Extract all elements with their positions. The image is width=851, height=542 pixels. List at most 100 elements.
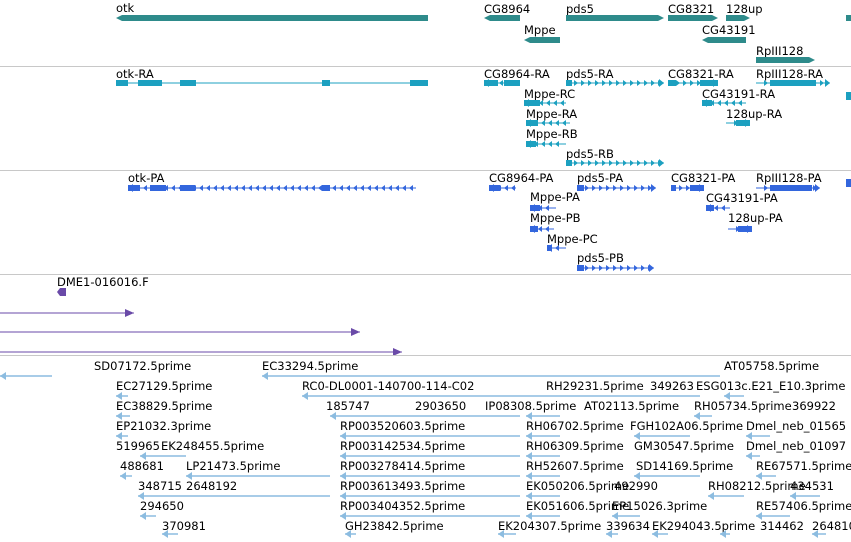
est-glyph[interactable] — [162, 530, 178, 538]
gene-label-mppe[interactable]: Mppe — [524, 23, 556, 37]
est-label[interactable]: FGH102A06.5prime — [630, 419, 744, 433]
est-label[interactable]: RP003278414.5prime — [340, 459, 466, 473]
protein-label-pds5-pb[interactable]: pds5-PB — [577, 251, 624, 265]
est-glyph[interactable] — [720, 530, 730, 538]
protein-otk-pa-glyph[interactable] — [128, 183, 416, 193]
est-label[interactable]: RP003613493.5prime — [340, 479, 466, 493]
est-glyph[interactable] — [0, 372, 52, 380]
gene-mppe-glyph[interactable] — [524, 37, 560, 43]
protein-label-128up-pa[interactable]: 128up-PA — [728, 211, 783, 225]
cdna-clone-label[interactable]: DME1-016016.F — [57, 275, 149, 289]
est-label[interactable]: RP003520603.5prime — [340, 419, 466, 433]
est-glyph[interactable] — [612, 512, 640, 520]
gene-label-rpiii128[interactable]: RpIII128 — [756, 44, 804, 58]
est-label[interactable]: EC33294.5prime — [262, 359, 359, 373]
transcript-label-cg43191-ra[interactable]: CG43191-RA — [702, 87, 776, 101]
transcript-label-128up-ra[interactable]: 128up-RA — [726, 107, 783, 121]
est-glyph[interactable] — [526, 492, 560, 500]
est-glyph[interactable] — [526, 432, 560, 440]
est-glyph[interactable] — [526, 512, 560, 520]
transcript-cg43191-ra-glyph[interactable] — [702, 98, 746, 108]
est-label[interactable]: IP08308.5prime — [485, 399, 577, 413]
transcript-label-rpiii128-ra[interactable]: RpIII128-RA — [756, 67, 823, 81]
gene-label-otk[interactable]: otk — [116, 1, 135, 15]
protein-pds5-pa-glyph[interactable] — [577, 183, 656, 193]
gene-rpiii128-glyph[interactable] — [756, 57, 815, 63]
est-glyph[interactable] — [330, 412, 520, 420]
est-glyph[interactable] — [340, 512, 520, 520]
protein-label-cg43191-pa[interactable]: CG43191-PA — [706, 191, 778, 205]
protein-mppe-pc-glyph[interactable] — [547, 243, 566, 253]
est-label[interactable]: RE67571.5prime — [756, 459, 851, 473]
protein-label-mppe-pb[interactable]: Mppe-PB — [530, 211, 581, 225]
est-label[interactable]: EP21032.3prime — [116, 419, 212, 433]
est-glyph[interactable] — [812, 530, 826, 538]
est-label[interactable]: SD07172.5prime — [94, 359, 192, 373]
est-glyph[interactable] — [756, 472, 776, 480]
protein-rpiii128-pa-glyph[interactable] — [756, 183, 820, 193]
protein-label-pds5-pa[interactable]: pds5-PA — [577, 171, 624, 185]
est-label[interactable]: 348715 — [138, 479, 182, 493]
est-glyph[interactable] — [746, 452, 760, 460]
est-glyph[interactable] — [140, 452, 186, 460]
128up-gene-label[interactable]: 128up — [726, 2, 763, 16]
128up-gene-glyph[interactable] — [726, 15, 750, 21]
transcript-mppe-rc-glyph[interactable] — [524, 98, 566, 108]
protein-mppe-pb-glyph[interactable] — [530, 224, 554, 234]
est-label[interactable]: 370981 — [162, 519, 206, 533]
est-glyph[interactable] — [724, 392, 744, 400]
est-label[interactable]: EC38829.5prime — [116, 399, 213, 413]
protein-cg8321-pa-glyph[interactable] — [671, 183, 704, 193]
est-label[interactable]: 339634 — [606, 519, 650, 533]
est-label[interactable]: ESG013c.E21_E10.3prime — [696, 379, 846, 393]
transcript-pds5-rb-glyph[interactable] — [566, 158, 664, 168]
est-label[interactable]: LP21473.5prime — [186, 459, 281, 473]
cdna-clone-glyph[interactable] — [0, 308, 134, 318]
est-glyph[interactable] — [756, 512, 790, 520]
est-label[interactable]: RH06309.5prime — [526, 439, 624, 453]
transcript-pds5-ra-glyph[interactable] — [566, 78, 664, 88]
transcript-label-cg8964-ra[interactable]: CG8964-RA — [484, 67, 550, 81]
est-label[interactable]: EK248455.5prime — [161, 439, 265, 453]
protein-offscreen-glyph[interactable] — [846, 179, 851, 187]
est-label[interactable]: RP003142534.5prime — [340, 439, 466, 453]
est-label[interactable]: RC0-DL0001-140700-114-C02 — [302, 379, 475, 393]
protein-label-rpiii128-pa[interactable]: RpIII128-PA — [756, 171, 822, 185]
est-label[interactable]: 349263 — [650, 379, 694, 393]
gene-label-pds5[interactable]: pds5 — [566, 2, 594, 16]
protein-label-mppe-pa[interactable]: Mppe-PA — [530, 190, 580, 204]
est-label[interactable]: 185747 — [326, 399, 370, 413]
est-glyph[interactable] — [526, 412, 560, 420]
est-glyph[interactable] — [116, 412, 130, 420]
protein-128up-pa-glyph[interactable] — [728, 224, 752, 234]
gene-label-cg43191[interactable]: CG43191 — [702, 23, 756, 37]
est-glyph[interactable] — [526, 452, 560, 460]
est-label[interactable]: EP15026.3prime — [612, 499, 708, 513]
est-glyph[interactable] — [694, 412, 712, 420]
transcript-label-mppe-ra[interactable]: Mppe-RA — [526, 107, 578, 121]
est-glyph[interactable] — [634, 432, 690, 440]
gene-pds5-glyph[interactable] — [566, 15, 664, 21]
est-label[interactable]: 492990 — [614, 479, 658, 493]
est-label[interactable]: Dmel_neb_01097 — [746, 439, 847, 453]
transcript-label-pds5-rb[interactable]: pds5-RB — [566, 147, 614, 161]
est-label[interactable]: SD14169.5prime — [636, 459, 734, 473]
protein-label-mppe-pc[interactable]: Mppe-PC — [547, 232, 598, 246]
est-glyph[interactable] — [186, 472, 330, 480]
est-glyph[interactable] — [302, 392, 700, 400]
est-glyph[interactable] — [340, 472, 520, 480]
protein-mppe-pa-glyph[interactable] — [530, 203, 556, 213]
est-label[interactable]: EK294043.5prime — [652, 519, 756, 533]
est-label[interactable]: EK204307.5prime — [498, 519, 602, 533]
est-glyph[interactable] — [606, 530, 618, 538]
est-label[interactable]: RH06702.5prime — [526, 419, 624, 433]
est-label[interactable]: 369922 — [792, 399, 836, 413]
gene-cg43191-glyph[interactable] — [702, 37, 746, 43]
transcript-label-mppe-rb[interactable]: Mppe-RB — [526, 127, 578, 141]
gene-offscreen-glyph[interactable] — [846, 15, 851, 21]
gene-cg8321-glyph[interactable] — [668, 15, 718, 21]
cdna-clone-glyph[interactable] — [57, 288, 66, 296]
est-label[interactable]: 519965 — [116, 439, 160, 453]
transcript-label-cg8321-ra[interactable]: CG8321-RA — [668, 67, 734, 81]
est-label[interactable]: AT02113.5prime — [584, 399, 680, 413]
